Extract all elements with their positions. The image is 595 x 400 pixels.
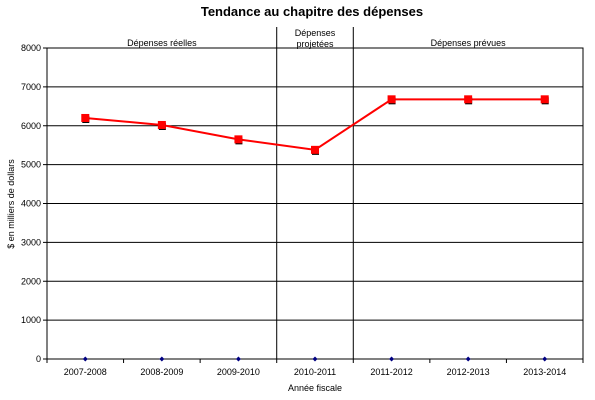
y-tick-label: 1000 xyxy=(21,315,41,325)
x-axis-ticks: 2007-2008 2008-2009 2009-2010 2010-2011 2011… xyxy=(46,359,584,377)
data-point xyxy=(389,356,395,362)
x-tick-label: 2008-2009 xyxy=(140,367,183,377)
x-tick-label: 2012-2013 xyxy=(447,367,490,377)
data-point xyxy=(235,356,241,362)
y-axis-title: $ en milliers de dollars xyxy=(6,159,16,249)
y-tick-label: 0 xyxy=(36,354,41,364)
data-point xyxy=(465,356,471,362)
chart-title: Tendance au chapitre des dépenses xyxy=(201,4,423,19)
y-axis-ticks: 0 1000 2000 3000 4000 5000 6000 7000 8000 xyxy=(21,43,47,364)
x-tick-label: 2013-2014 xyxy=(523,367,566,377)
data-point xyxy=(540,95,549,104)
data-point xyxy=(464,95,473,104)
y-tick-label: 3000 xyxy=(21,237,41,247)
y-tick-label: 7000 xyxy=(21,82,41,92)
y-tick-label: 5000 xyxy=(21,160,41,170)
data-point xyxy=(159,356,165,362)
x-tick-label: 2011-2012 xyxy=(370,367,412,377)
x-tick-label: 2009-2010 xyxy=(217,367,260,377)
data-point xyxy=(157,120,166,129)
data-point xyxy=(312,356,318,362)
data-point xyxy=(234,135,243,144)
data-point xyxy=(82,356,88,362)
y-tick-label: 2000 xyxy=(21,276,41,286)
data-point xyxy=(542,356,548,362)
gridlines xyxy=(47,86,583,321)
x-tick-label: 2007-2008 xyxy=(64,367,107,377)
x-axis-title: Année fiscale xyxy=(288,383,342,393)
y-tick-label: 6000 xyxy=(21,121,41,131)
y-tick-label: 4000 xyxy=(21,199,41,209)
period-label: Dépenses réelles xyxy=(127,38,197,48)
period-dividers xyxy=(276,27,354,359)
data-point xyxy=(311,145,319,154)
period-label: Dépenses xyxy=(295,28,336,38)
period-label: projetées xyxy=(296,39,334,49)
series xyxy=(81,95,549,362)
y-tick-label: 8000 xyxy=(21,43,41,53)
data-point xyxy=(81,113,90,122)
x-tick-label: 2010-2011 xyxy=(294,367,336,377)
period-label: Dépenses prévues xyxy=(431,38,507,48)
data-point xyxy=(387,95,396,104)
